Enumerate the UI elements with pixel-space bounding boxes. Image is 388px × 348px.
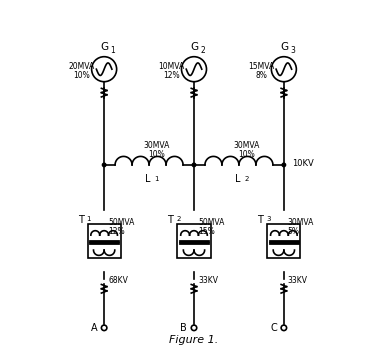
Text: 1: 1 [87, 216, 91, 222]
Text: 12%: 12% [108, 227, 125, 236]
Circle shape [282, 163, 286, 167]
Text: 30MVA: 30MVA [234, 141, 260, 150]
Text: 30MVA: 30MVA [288, 219, 314, 228]
Text: 10%: 10% [73, 71, 90, 80]
Text: 68KV: 68KV [108, 276, 128, 285]
Text: 15MVA: 15MVA [248, 62, 275, 71]
Text: L: L [145, 174, 150, 184]
Text: A: A [90, 323, 97, 333]
Text: 20MVA: 20MVA [69, 62, 95, 71]
Circle shape [192, 163, 196, 167]
Text: 50MVA: 50MVA [108, 219, 134, 228]
Text: 3: 3 [290, 46, 295, 55]
Text: B: B [180, 323, 187, 333]
Text: 2: 2 [200, 46, 205, 55]
Text: 50MVA: 50MVA [198, 219, 224, 228]
Text: G: G [191, 42, 199, 52]
Text: T: T [257, 214, 263, 224]
Text: 33KV: 33KV [198, 276, 218, 285]
Text: C: C [270, 323, 277, 333]
Text: 12%: 12% [163, 71, 180, 80]
Text: 1: 1 [154, 176, 159, 182]
Text: Figure 1.: Figure 1. [170, 334, 218, 345]
Text: T: T [78, 214, 83, 224]
Text: 15%: 15% [198, 227, 215, 236]
Text: 33KV: 33KV [288, 276, 308, 285]
Text: G: G [101, 42, 109, 52]
Bar [177, 224, 211, 258]
Text: 1: 1 [111, 46, 115, 55]
Text: 10%: 10% [149, 150, 165, 159]
Text: 30MVA: 30MVA [144, 141, 170, 150]
Text: 2: 2 [176, 216, 180, 222]
Text: G: G [281, 42, 289, 52]
Text: T: T [168, 214, 173, 224]
Text: 3: 3 [266, 216, 270, 222]
Text: 2: 2 [244, 176, 249, 182]
Text: 5%: 5% [288, 227, 300, 236]
Text: 10%: 10% [238, 150, 255, 159]
Bar [88, 224, 121, 258]
Text: 8%: 8% [256, 71, 268, 80]
Bar [267, 224, 300, 258]
Text: L: L [235, 174, 240, 184]
Text: 10KV: 10KV [293, 159, 314, 168]
Text: 10MVA: 10MVA [159, 62, 185, 71]
Circle shape [102, 163, 106, 167]
